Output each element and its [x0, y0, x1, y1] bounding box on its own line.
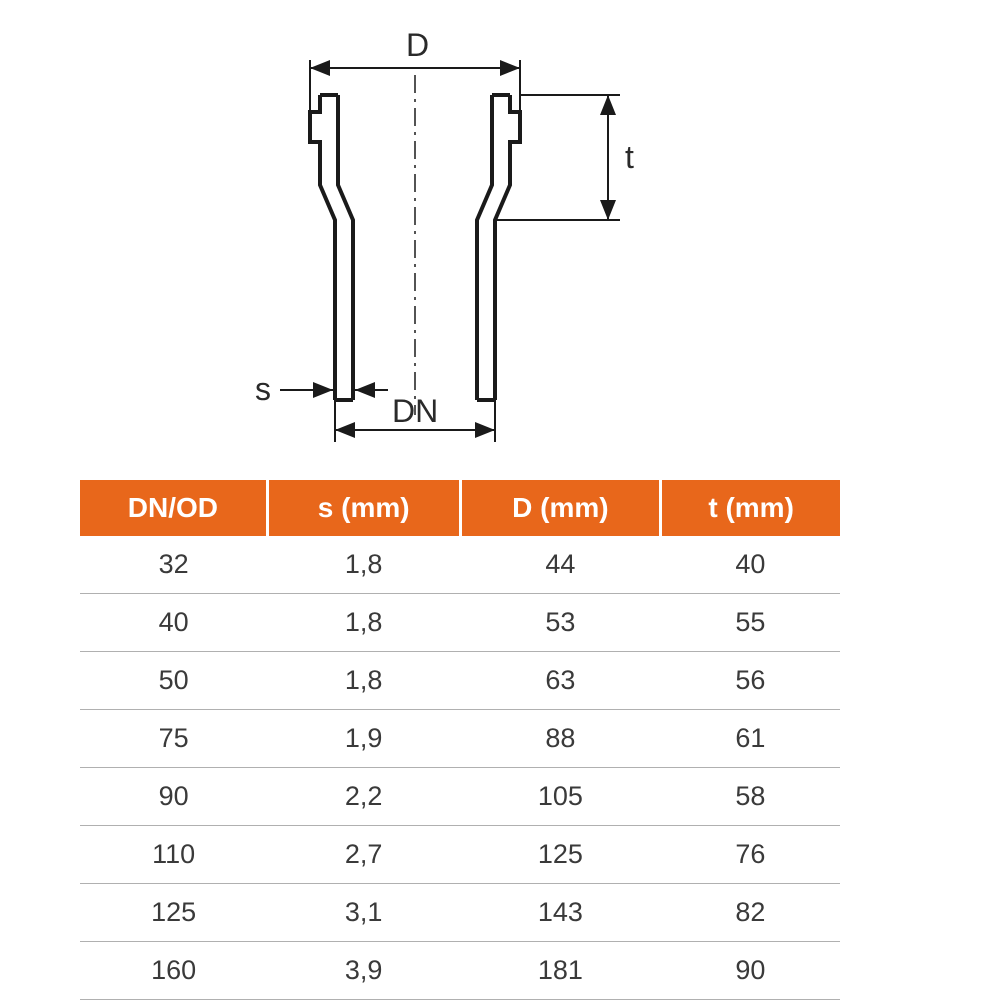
table-row: 501,86356 [80, 652, 840, 710]
table-cell: 32 [80, 536, 267, 594]
table-cell: 90 [661, 942, 840, 1000]
table-cell: 125 [80, 884, 267, 942]
table-cell: 53 [460, 594, 661, 652]
label-t: t [625, 139, 634, 175]
table-cell: 82 [661, 884, 840, 942]
table-cell: 90 [80, 768, 267, 826]
table-cell: 58 [661, 768, 840, 826]
table-cell: 40 [661, 536, 840, 594]
table-cell: 88 [460, 710, 661, 768]
table-cell: 44 [460, 536, 661, 594]
table-cell: 56 [661, 652, 840, 710]
col-header: t (mm) [661, 480, 840, 536]
table-cell: 76 [661, 826, 840, 884]
table-cell: 2,2 [267, 768, 460, 826]
table-cell: 61 [661, 710, 840, 768]
table-cell: 3,9 [267, 942, 460, 1000]
table-cell: 1,8 [267, 652, 460, 710]
label-DN: DN [392, 393, 438, 429]
table-cell: 125 [460, 826, 661, 884]
table-cell: 110 [80, 826, 267, 884]
table-row: 1102,712576 [80, 826, 840, 884]
table-row: 902,210558 [80, 768, 840, 826]
technical-diagram: D t DN s [160, 20, 760, 450]
table-header-row: DN/OD s (mm) D (mm) t (mm) [80, 480, 840, 536]
table-row: 321,84440 [80, 536, 840, 594]
table-cell: 50 [80, 652, 267, 710]
table-cell: 75 [80, 710, 267, 768]
table-cell: 1,8 [267, 536, 460, 594]
table-cell: 3,1 [267, 884, 460, 942]
table-row: 401,85355 [80, 594, 840, 652]
table-cell: 143 [460, 884, 661, 942]
table-cell: 2,7 [267, 826, 460, 884]
table-cell: 160 [80, 942, 267, 1000]
dimensions-table: DN/OD s (mm) D (mm) t (mm) 321,84440401,… [80, 480, 840, 1000]
table-cell: 181 [460, 942, 661, 1000]
col-header: DN/OD [80, 480, 267, 536]
col-header: s (mm) [267, 480, 460, 536]
table-cell: 63 [460, 652, 661, 710]
table-cell: 1,9 [267, 710, 460, 768]
table-row: 1253,114382 [80, 884, 840, 942]
table-cell: 105 [460, 768, 661, 826]
table-row: 1603,918190 [80, 942, 840, 1000]
col-header: D (mm) [460, 480, 661, 536]
table-cell: 40 [80, 594, 267, 652]
label-D: D [406, 27, 429, 63]
table-cell: 1,8 [267, 594, 460, 652]
label-s: s [255, 371, 271, 407]
table-cell: 55 [661, 594, 840, 652]
table-row: 751,98861 [80, 710, 840, 768]
